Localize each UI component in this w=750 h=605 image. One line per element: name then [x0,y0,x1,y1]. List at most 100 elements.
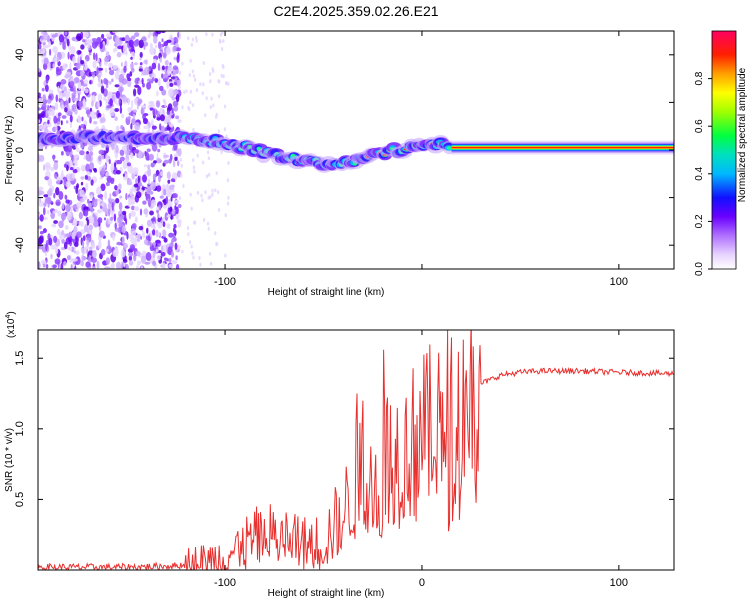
noise-speckle [85,153,92,162]
noise-speckle [188,240,192,245]
noise-speckle [85,261,91,268]
noise-speckle [179,173,183,178]
noise-speckle [113,213,117,222]
noise-speckle [164,257,168,261]
noise-speckle [136,264,139,269]
noise-speckle [63,233,66,239]
noise-speckle [171,208,175,215]
top-y-axis-label: Frequency (Hz) [4,116,15,185]
noise-speckle [57,210,62,217]
noise-speckle [108,67,112,71]
noise-speckle [136,238,141,243]
noise-speckle [162,229,166,237]
noise-speckle [131,67,135,73]
noise-speckle [143,239,149,245]
noise-speckle [100,117,106,123]
noise-speckle [137,99,141,107]
noise-speckle [87,39,90,49]
noise-speckle [62,41,66,50]
noise-speckle [69,76,74,79]
noise-speckle [42,228,47,234]
noise-speckle [105,33,112,38]
noise-speckle [60,83,64,90]
noise-speckle [170,196,173,202]
noise-speckle [64,106,68,113]
noise-speckle [118,97,121,106]
noise-speckle [133,167,139,176]
noise-speckle [226,201,230,206]
noise-speckle [97,67,104,71]
noise-speckle [92,266,96,269]
noise-speckle [109,80,112,85]
noise-speckle [223,104,227,109]
noise-speckle [109,192,112,202]
noise-speckle [126,181,133,186]
noise-speckle [91,100,94,107]
noise-speckle [101,154,105,160]
noise-speckle [204,190,207,195]
noise-speckle [153,35,158,44]
noise-speckle [146,148,151,153]
noise-speckle [88,52,92,56]
noise-speckle [119,105,123,114]
colorbar-ticks: 0.0 0.2 0.4 0.6 0.8 [694,71,712,276]
noise-speckle [169,37,175,45]
noise-speckle [128,252,134,257]
noise-speckle [131,118,136,125]
noise-speckle [168,88,174,97]
noise-speckle [90,71,96,75]
noise-speckle [207,226,210,231]
noise-speckle [91,242,96,249]
noise-speckle [89,107,92,112]
noise-speckle [159,85,164,92]
noise-speckle [125,150,130,156]
noise-speckle [127,77,132,82]
noise-speckle [43,202,47,207]
noise-speckle [174,242,178,250]
noise-speckle [175,255,178,261]
noise-speckle [131,205,135,211]
noise-speckle [90,216,95,225]
noise-speckle [52,210,58,214]
noise-speckle [116,159,123,165]
noise-speckle [171,108,174,114]
noise-speckle [151,77,155,82]
noise-speckle [215,242,219,246]
noise-speckle [145,152,150,161]
noise-speckle [95,53,98,61]
noise-speckle [83,31,89,38]
noise-speckle [73,185,77,190]
noise-speckle [137,150,143,159]
noise-speckle [55,125,58,133]
noise-speckle [161,89,167,96]
noise-speckle [168,232,174,238]
noise-speckle [65,237,72,245]
noise-speckle [163,204,168,209]
noise-speckle [119,149,125,156]
steady-band [451,146,674,149]
bottom-x-axis-label: Height of straight line (km) [268,588,385,599]
noise-speckle [133,62,138,66]
noise-speckle [64,194,68,200]
bottom-y-tick-label: 0.5 [14,492,26,507]
noise-speckle [168,257,172,263]
noise-speckle [111,202,114,211]
noise-speckle [75,256,81,266]
noise-speckle [208,251,212,256]
noise-speckle [219,39,222,44]
noise-speckle [63,90,69,98]
noise-speckle [218,94,221,99]
noise-speckle [101,167,106,175]
noise-speckle [191,69,195,74]
noise-speckle [45,264,49,269]
noise-speckle [121,225,127,234]
noise-speckle [162,262,166,269]
noise-speckle [105,257,110,265]
noise-speckle [160,171,164,177]
noise-speckle [182,184,185,189]
noise-speckle [51,108,55,117]
noise-speckle [69,247,73,252]
noise-speckle [38,225,42,230]
top-y-tick-label: 20 [14,96,26,108]
noise-speckle [48,187,53,197]
